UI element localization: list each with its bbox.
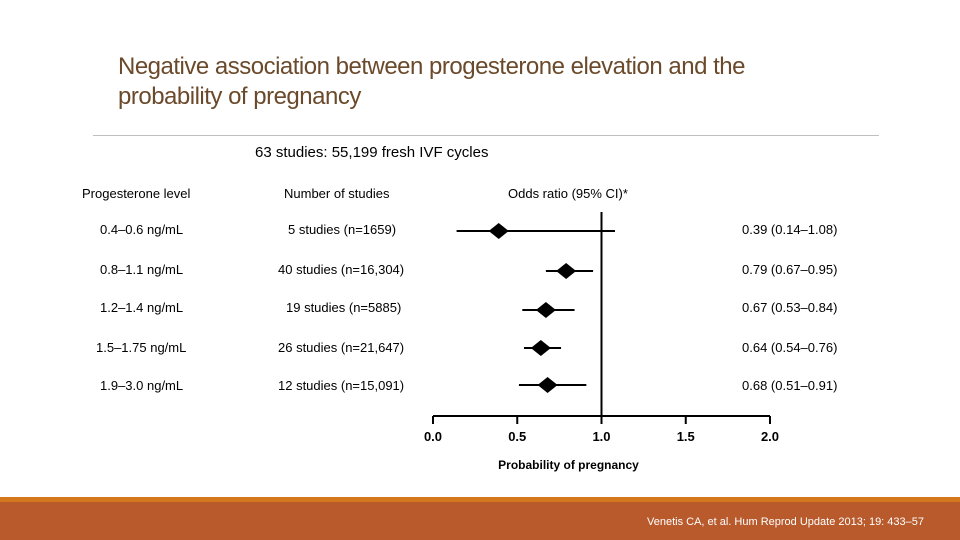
row-1-level: 0.8–1.1 ng/mL — [100, 262, 184, 277]
row-4-studies: 12 studies (n=15,091) — [278, 378, 405, 393]
header-odds-ratio: Odds ratio (95% CI)* — [508, 186, 628, 201]
forest-plot: 0.0 0.5 1.0 1.5 2.0 Probability of pregnancy — [424, 212, 779, 472]
row-2-level: 1.2–1.4 ng/mL — [100, 300, 184, 315]
row-4-or: 0.68 (0.51–0.91) — [742, 378, 838, 393]
x-tick-label-3: 1.5 — [677, 429, 695, 444]
row-0-or: 0.39 (0.14–1.08) — [742, 222, 838, 237]
row-1-or: 0.79 (0.67–0.95) — [742, 262, 838, 277]
slide-title: Negative association between progesteron… — [118, 52, 838, 112]
citation: Venetis CA, et al. Hum Reprod Update 201… — [646, 516, 924, 528]
slide-title-line1: Negative association between progesteron… — [118, 53, 745, 80]
estimate-marker-0 — [488, 223, 509, 239]
row-3-or: 0.64 (0.54–0.76) — [742, 340, 838, 355]
x-tick-label-1: 0.5 — [508, 429, 526, 444]
estimate-marker-2 — [535, 302, 556, 318]
header-number-of-studies: Number of studies — [284, 186, 390, 201]
x-tick-label-4: 2.0 — [761, 429, 779, 444]
row-2-studies: 19 studies (n=5885) — [286, 300, 402, 315]
slide-title-line2: probability of pregnancy — [118, 83, 361, 110]
x-axis-title: Probability of pregnancy — [498, 458, 639, 472]
header-progesterone-level: Progesterone level — [82, 186, 191, 201]
estimate-marker-1 — [556, 263, 577, 279]
x-tick-label-2: 1.0 — [592, 429, 610, 444]
row-0-level: 0.4–0.6 ng/mL — [100, 222, 184, 237]
row-4-level: 1.9–3.0 ng/mL — [100, 378, 184, 393]
row-0-studies: 5 studies (n=1659) — [288, 222, 397, 237]
x-tick-label-0: 0.0 — [424, 429, 442, 444]
subtitle: 63 studies: 55,199 fresh IVF cycles — [255, 144, 489, 161]
title-divider — [93, 135, 879, 136]
row-3-studies: 26 studies (n=21,647) — [278, 340, 405, 355]
row-3-level: 1.5–1.75 ng/mL — [96, 340, 187, 355]
footer-accent-stripe — [0, 497, 960, 502]
footer-band — [0, 497, 960, 540]
row-2-or: 0.67 (0.53–0.84) — [742, 300, 838, 315]
estimate-marker-4 — [537, 377, 558, 393]
row-1-studies: 40 studies (n=16,304) — [278, 262, 405, 277]
estimate-marker-3 — [530, 340, 551, 356]
